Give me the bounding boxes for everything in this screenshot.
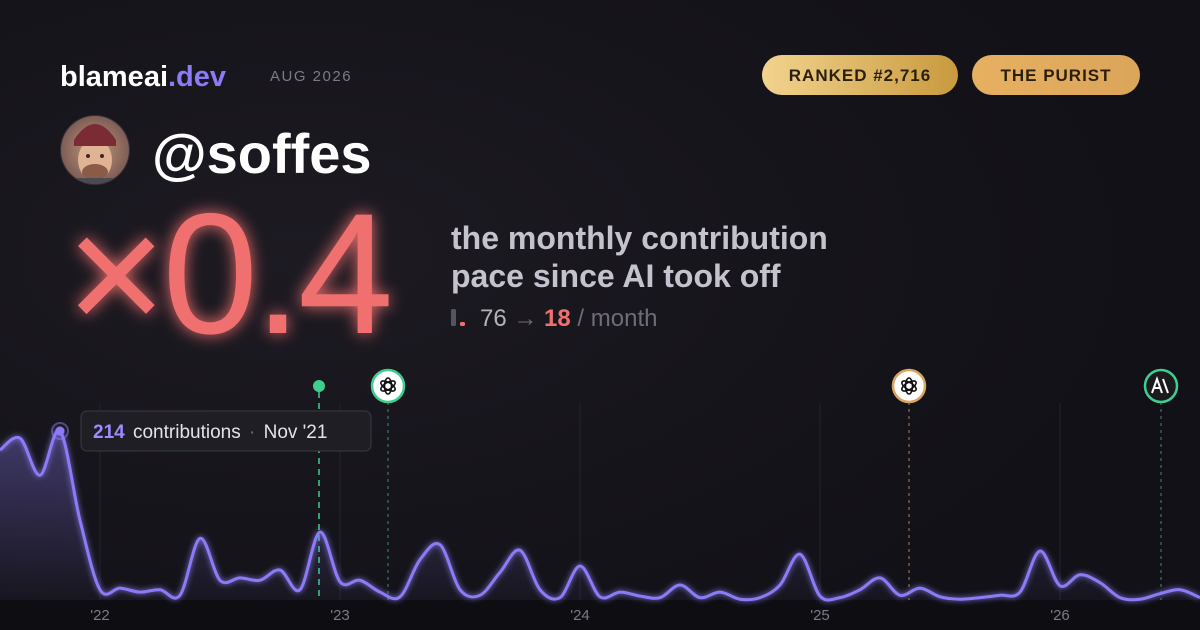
rank-badge (762, 55, 958, 95)
tooltip-label: contributions (133, 422, 241, 443)
tooltip: 214 contributions · Nov '21 (80, 410, 372, 452)
avatar (60, 115, 130, 185)
tooltip-text: 214 contributions · Nov '21 (93, 422, 327, 443)
line (0, 429, 1200, 602)
brand: blameai.dev (60, 61, 226, 93)
persona-badge-label: THE PURIST (1000, 66, 1111, 85)
report-date: AUG 2026 (270, 68, 352, 85)
handle: @soffes (152, 122, 372, 185)
tooltip-date: Nov '21 (264, 422, 328, 443)
openai-icon (891, 368, 927, 404)
rank-badge-label: RANKED #2,716 (789, 66, 931, 85)
tooltip-box (80, 410, 372, 452)
pace-arrow: → (513, 305, 537, 332)
x-tick-label: '22 (90, 607, 110, 624)
openai-icon (370, 368, 406, 404)
tooltip-marker (55, 426, 65, 436)
anthropic-icon (1143, 368, 1179, 404)
x-tick-label: '23 (330, 607, 350, 624)
pace-before: 76 (480, 305, 507, 332)
tooltip-marker-ring (51, 422, 69, 440)
pace-unit: / month (577, 305, 657, 332)
x-tick-label: '26 (1050, 607, 1070, 624)
event-dot (313, 380, 325, 392)
tooltip-value: 214 (93, 422, 125, 443)
description-line: the monthly contribution (451, 220, 828, 256)
pace-after: 18 (544, 305, 571, 332)
x-tick-label: '24 (570, 607, 590, 624)
pace: 76 → 18 / month (480, 305, 657, 332)
axis-strip (0, 600, 1200, 630)
pace-bar-before (451, 309, 456, 326)
persona-badge (972, 55, 1140, 95)
multiplier: ×0.4 (66, 178, 390, 370)
x-axis: '22 '23 '24 '25 '26 (90, 607, 1070, 624)
description-line: pace since AI took off (451, 258, 781, 294)
area (0, 430, 1200, 601)
plot (0, 422, 1200, 602)
brand-name: blameai (60, 61, 168, 93)
brand-tld: .dev (168, 61, 226, 93)
pace-bar-after (460, 321, 465, 326)
event-markers (313, 368, 1179, 600)
pace-mini-bars (451, 309, 465, 326)
tooltip-separator: · (249, 422, 255, 443)
x-tick-label: '25 (810, 607, 830, 624)
